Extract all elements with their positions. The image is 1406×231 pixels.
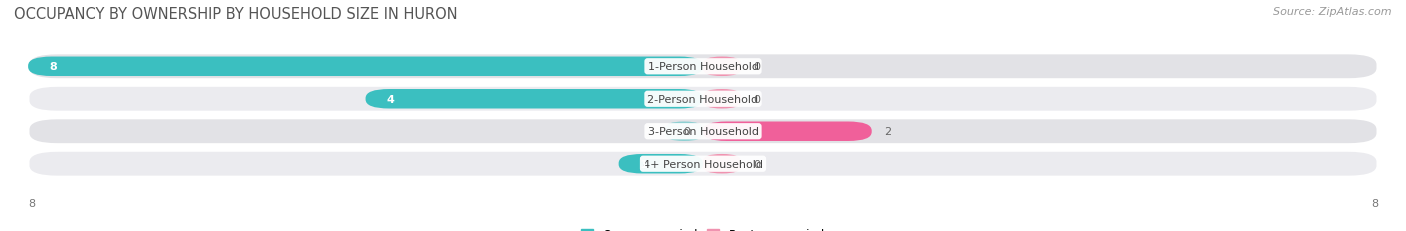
Text: 2-Person Household: 2-Person Household: [647, 94, 759, 104]
Text: 0: 0: [683, 127, 690, 137]
FancyBboxPatch shape: [28, 57, 703, 77]
Text: 4+ Person Household: 4+ Person Household: [643, 159, 763, 169]
FancyBboxPatch shape: [703, 122, 872, 141]
FancyBboxPatch shape: [703, 90, 741, 109]
Text: 3-Person Household: 3-Person Household: [648, 127, 758, 137]
FancyBboxPatch shape: [28, 151, 1378, 177]
Text: 8: 8: [28, 198, 35, 208]
Text: 8: 8: [49, 62, 58, 72]
FancyBboxPatch shape: [28, 119, 1378, 145]
Text: 2: 2: [884, 127, 891, 137]
Text: OCCUPANCY BY OWNERSHIP BY HOUSEHOLD SIZE IN HURON: OCCUPANCY BY OWNERSHIP BY HOUSEHOLD SIZE…: [14, 7, 458, 22]
Legend: Owner-occupied, Renter-occupied: Owner-occupied, Renter-occupied: [576, 223, 830, 231]
Text: 0: 0: [754, 159, 761, 169]
FancyBboxPatch shape: [703, 154, 741, 174]
FancyBboxPatch shape: [28, 86, 1378, 112]
FancyBboxPatch shape: [28, 54, 1378, 80]
FancyBboxPatch shape: [703, 57, 741, 77]
Text: 1-Person Household: 1-Person Household: [648, 62, 758, 72]
Text: 4: 4: [387, 94, 395, 104]
Text: 0: 0: [754, 94, 761, 104]
FancyBboxPatch shape: [619, 154, 703, 174]
FancyBboxPatch shape: [665, 122, 703, 141]
Text: 0: 0: [754, 62, 761, 72]
Text: 8: 8: [1371, 198, 1378, 208]
Text: Source: ZipAtlas.com: Source: ZipAtlas.com: [1274, 7, 1392, 17]
Text: 1: 1: [640, 159, 648, 169]
FancyBboxPatch shape: [366, 90, 703, 109]
